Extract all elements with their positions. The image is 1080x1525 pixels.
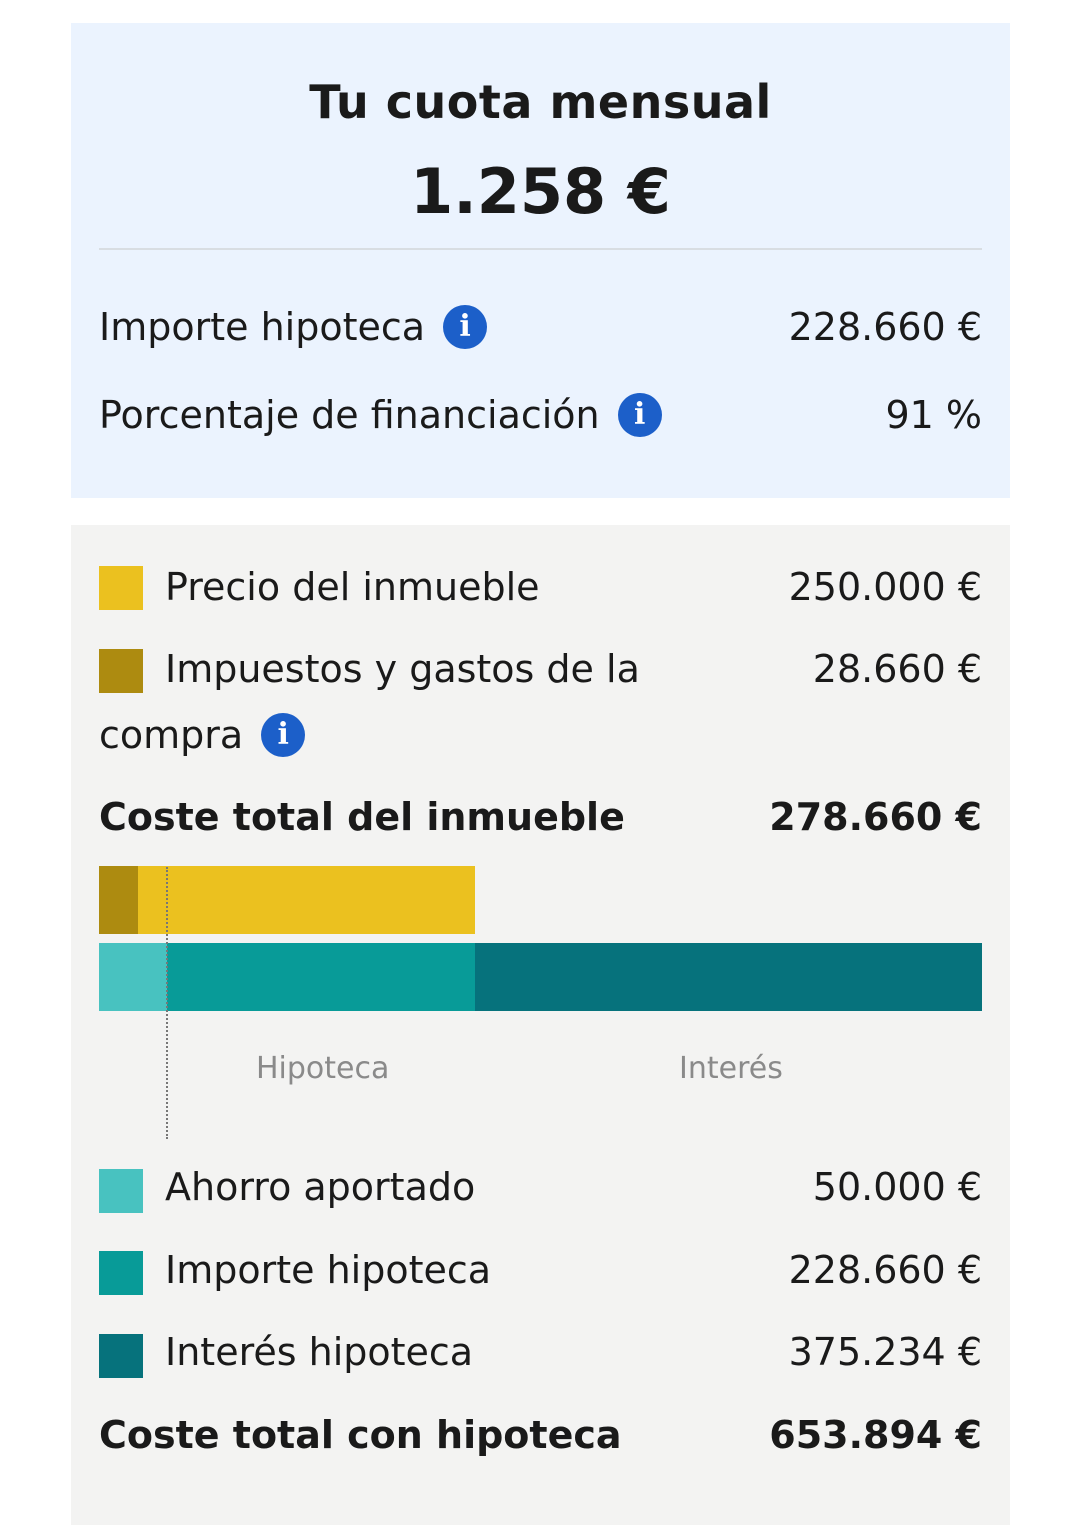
property-total-label: Coste total del inmueble bbox=[99, 795, 625, 839]
savings-marker-line bbox=[166, 867, 168, 1139]
savings-label: Ahorro aportado bbox=[165, 1165, 476, 1209]
bar-segment-mortgage-interest bbox=[475, 943, 982, 1011]
axis-label-interest: Interés bbox=[679, 1051, 783, 1086]
mortgage-amount-label-wrap: Importe hipoteca i bbox=[99, 303, 488, 352]
savings-swatch bbox=[99, 1169, 143, 1213]
bar-segment-savings bbox=[99, 943, 167, 1011]
card-title: Tu cuota mensual bbox=[309, 75, 772, 129]
property-price-swatch bbox=[99, 566, 143, 610]
info-icon[interactable]: i bbox=[443, 304, 488, 349]
financing-percentage-label: Porcentaje de financiación bbox=[99, 393, 600, 437]
bar-segment-mortgage-amount bbox=[166, 943, 476, 1011]
divider bbox=[99, 248, 982, 250]
mortgage-total-value: 653.894 € bbox=[769, 1413, 982, 1457]
cost-breakdown-card: Precio del inmueble 250.000 € Impuestos … bbox=[71, 525, 1010, 1525]
taxes-fees-label-line2: compra bbox=[99, 713, 244, 757]
property-total-value: 278.660 € bbox=[769, 795, 982, 839]
mortgage-interest-swatch bbox=[99, 1334, 143, 1378]
bar-segment-taxes-fees bbox=[99, 866, 138, 934]
mortgage-amount-value: 228.660 € bbox=[788, 305, 982, 349]
mortgage-total-label: Coste total con hipoteca bbox=[99, 1413, 622, 1457]
taxes-fees-swatch bbox=[99, 649, 143, 693]
taxes-fees-label-line2-wrap: compra i bbox=[99, 711, 306, 760]
taxes-fees-label: Impuestos y gastos de la bbox=[165, 647, 640, 691]
mortgage-interest-label: Interés hipoteca bbox=[165, 1330, 474, 1374]
mortgage-amount-legend-value: 228.660 € bbox=[788, 1248, 982, 1292]
axis-label-mortgage: Hipoteca bbox=[256, 1051, 390, 1086]
info-icon[interactable]: i bbox=[617, 392, 662, 437]
property-price-value: 250.000 € bbox=[788, 565, 982, 609]
monthly-payment-amount: 1.258 € bbox=[410, 155, 671, 228]
property-price-label: Precio del inmueble bbox=[165, 565, 540, 609]
monthly-payment-card: Tu cuota mensual 1.258 € Importe hipotec… bbox=[71, 23, 1010, 498]
mortgage-amount-swatch bbox=[99, 1251, 143, 1295]
financing-percentage-label-wrap: Porcentaje de financiación i bbox=[99, 391, 662, 440]
mortgage-interest-value: 375.234 € bbox=[788, 1330, 982, 1374]
info-icon[interactable]: i bbox=[261, 712, 306, 757]
mortgage-amount-legend-label: Importe hipoteca bbox=[165, 1248, 492, 1292]
taxes-fees-value: 28.660 € bbox=[812, 647, 982, 691]
financing-percentage-value: 91 % bbox=[885, 393, 982, 437]
savings-value: 50.000 € bbox=[812, 1165, 982, 1209]
bar-segment-property-price bbox=[137, 866, 476, 934]
mortgage-amount-label: Importe hipoteca bbox=[99, 305, 426, 349]
